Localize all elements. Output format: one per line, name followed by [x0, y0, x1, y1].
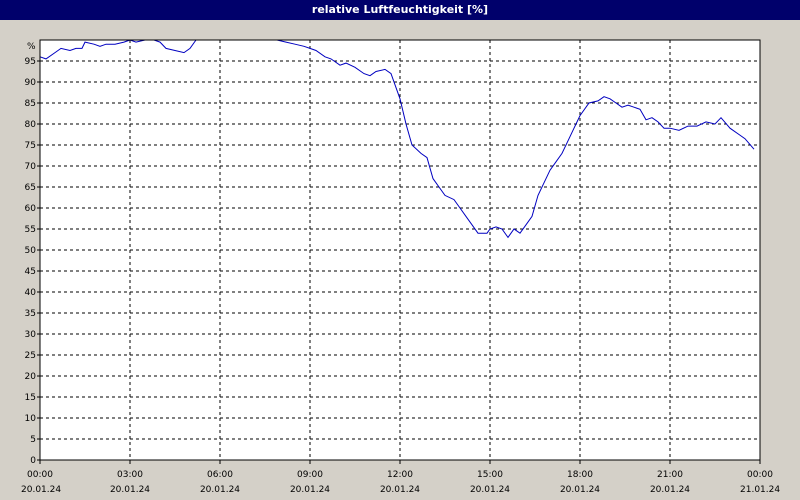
- y-tick-label: 60: [25, 204, 37, 214]
- x-tick-date: 20.01.24: [560, 485, 600, 495]
- y-tick-label: 95: [25, 57, 36, 67]
- x-tick-date: 20.01.24: [290, 485, 330, 495]
- x-tick-time: 21:00: [657, 470, 683, 480]
- x-tick-time: 00:00: [27, 470, 53, 480]
- x-tick-time: 09:00: [297, 470, 323, 480]
- y-tick-label: 0: [30, 456, 36, 466]
- y-tick-label: 30: [25, 330, 37, 340]
- x-tick-date: 20.01.24: [200, 485, 240, 495]
- x-tick-time: 15:00: [477, 470, 503, 480]
- y-tick-label: 20: [25, 372, 37, 382]
- x-tick-date: 21.01.24: [740, 485, 780, 495]
- y-tick-label: 70: [25, 162, 37, 172]
- x-tick-labels: 00:00 20.01.24 03:00 20.01.24 06:00 20.01.24 0…: [21, 470, 780, 495]
- y-tick-label: 50: [25, 246, 37, 256]
- y-tick-label: 55: [25, 225, 36, 235]
- x-tick-date: 20.01.24: [110, 485, 150, 495]
- y-tick-label: 75: [25, 141, 36, 151]
- chart-title: relative Luftfeuchtigkeit [%]: [0, 0, 800, 20]
- plot-frame: [39, 39, 761, 461]
- x-tick-date: 20.01.24: [470, 485, 510, 495]
- x-tick-time: 06:00: [207, 470, 233, 480]
- y-tick-label: 25: [25, 351, 36, 361]
- y-tick-label: 35: [25, 309, 36, 319]
- y-tick-label: 10: [25, 414, 37, 424]
- x-tick-date: 20.01.24: [650, 485, 690, 495]
- y-tick-label: 80: [25, 120, 37, 130]
- x-tick-date: 20.01.24: [380, 485, 420, 495]
- y-tick-label: 40: [25, 288, 37, 298]
- x-tick-time: 00:00: [747, 470, 773, 480]
- y-tick-labels: 0 5 10 15 20 25 30 35 40 45 50 55 60 65 70 75 80 85 90 95: [25, 57, 37, 466]
- x-tick-time: 03:00: [117, 470, 143, 480]
- y-tick-label: 5: [30, 435, 36, 445]
- x-tick-time: 18:00: [567, 470, 593, 480]
- y-tick-label: 45: [25, 267, 36, 277]
- x-tick-date: 20.01.24: [21, 485, 61, 495]
- y-tick-label: 85: [25, 99, 36, 109]
- grid-lines: [40, 40, 760, 460]
- y-tick-label: 65: [25, 183, 36, 193]
- y-tick-label: 15: [25, 393, 36, 403]
- y-unit-label: %: [27, 42, 36, 52]
- x-tick-time: 12:00: [387, 470, 413, 480]
- y-tick-label: 90: [25, 78, 37, 88]
